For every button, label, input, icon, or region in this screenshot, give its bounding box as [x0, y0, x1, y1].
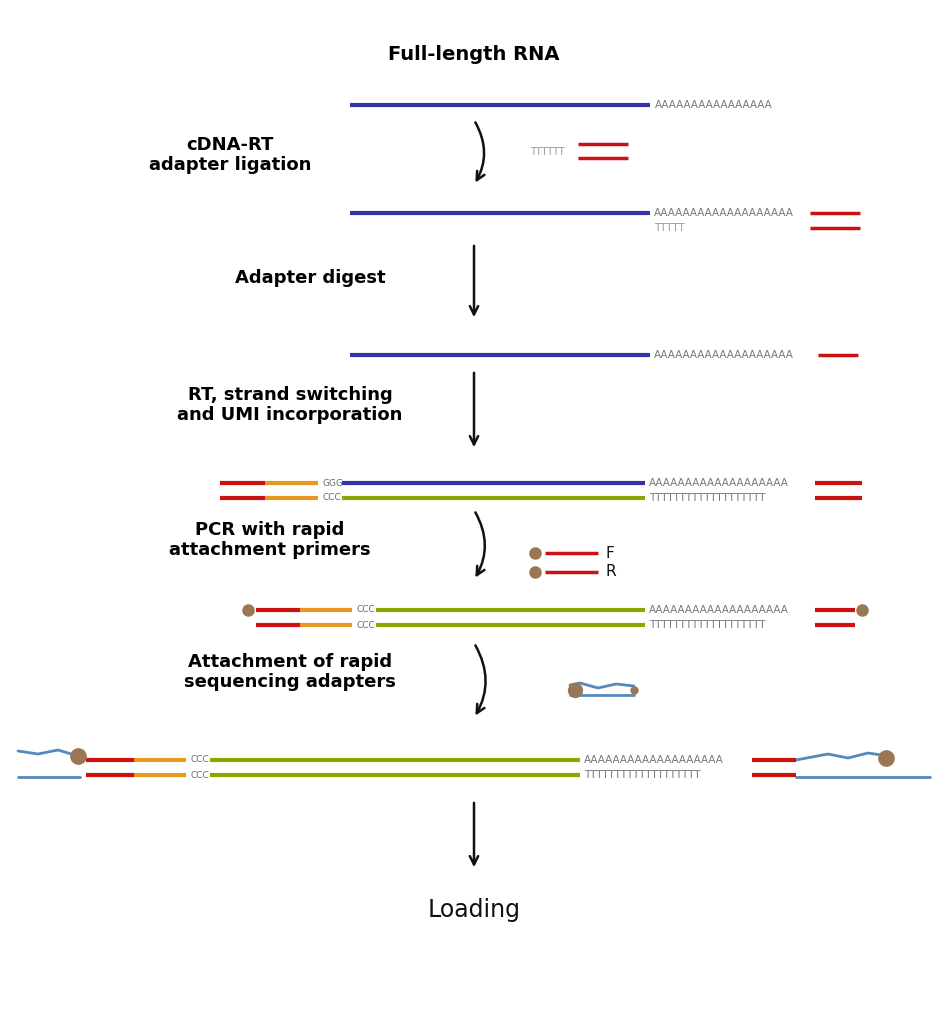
Text: Full-length RNA: Full-length RNA	[389, 45, 559, 65]
Text: TTTTTTTTTTTTTTTTTTT: TTTTTTTTTTTTTTTTTTT	[649, 620, 765, 630]
Text: AAAAAAAAAAAAAAAAAAA: AAAAAAAAAAAAAAAAAAA	[654, 350, 793, 360]
Text: GGG: GGG	[323, 479, 344, 488]
Text: TTTTTT: TTTTTT	[530, 147, 565, 157]
Text: Attachment of rapid
sequencing adapters: Attachment of rapid sequencing adapters	[184, 653, 396, 692]
Text: CCC: CCC	[357, 620, 375, 629]
Text: PCR with rapid
attachment primers: PCR with rapid attachment primers	[169, 521, 371, 560]
Text: AAAAAAAAAAAAAAAAAAA: AAAAAAAAAAAAAAAAAAA	[649, 478, 789, 488]
Text: TTTTT: TTTTT	[654, 223, 684, 233]
Text: CCC: CCC	[357, 606, 375, 615]
Text: Adapter digest: Adapter digest	[235, 269, 385, 287]
Text: F: F	[606, 545, 614, 561]
Text: CCC: CCC	[191, 755, 210, 765]
Text: Loading: Loading	[428, 898, 520, 922]
Text: AAAAAAAAAAAAAAAAAAA: AAAAAAAAAAAAAAAAAAA	[584, 755, 724, 765]
Text: TTTTTTTTTTTTTTTTTTT: TTTTTTTTTTTTTTTTTTT	[584, 770, 701, 780]
Text: R: R	[606, 565, 616, 579]
Text: CCC: CCC	[323, 493, 341, 502]
Text: TTTTTTTTTTTTTTTTTTT: TTTTTTTTTTTTTTTTTTT	[649, 493, 765, 503]
Text: AAAAAAAAAAAAAAAAAAA: AAAAAAAAAAAAAAAAAAA	[654, 208, 793, 218]
Text: CCC: CCC	[191, 771, 210, 779]
Text: AAAAAAAAAAAAAAAA: AAAAAAAAAAAAAAAA	[655, 100, 773, 110]
Text: cDNA-RT
adapter ligation: cDNA-RT adapter ligation	[149, 135, 311, 174]
Text: RT, strand switching
and UMI incorporation: RT, strand switching and UMI incorporati…	[177, 385, 403, 424]
Text: AAAAAAAAAAAAAAAAAAA: AAAAAAAAAAAAAAAAAAA	[649, 605, 789, 615]
